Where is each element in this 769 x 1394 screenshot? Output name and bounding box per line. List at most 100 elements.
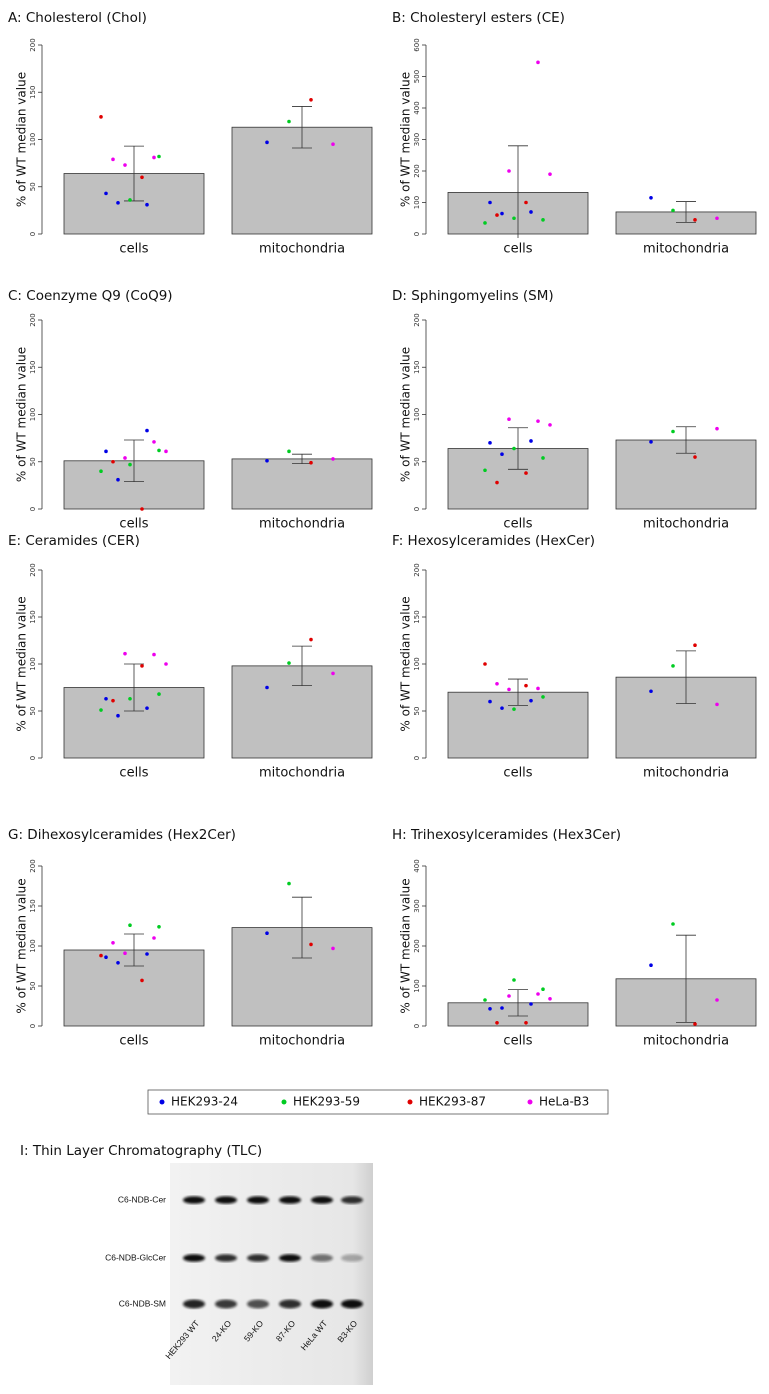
data-point xyxy=(309,942,313,947)
data-point xyxy=(145,952,149,956)
bar xyxy=(231,458,373,510)
data-point xyxy=(693,455,697,459)
data-point xyxy=(309,637,313,642)
data-point xyxy=(495,1021,499,1025)
data-point xyxy=(715,216,719,221)
data-point xyxy=(287,661,291,665)
error-bar xyxy=(292,106,312,149)
legend-label: HEK293-87 xyxy=(419,1095,486,1109)
y-axis-label: % of WT median value xyxy=(15,72,29,207)
data-point xyxy=(500,452,504,456)
tlc-spot xyxy=(183,1254,205,1262)
y-tick-label: 500 xyxy=(413,70,421,83)
error-bar xyxy=(124,439,144,482)
data-point xyxy=(495,213,499,217)
y-tick-label: 150 xyxy=(29,899,37,912)
y-tick-label: 100 xyxy=(413,979,421,992)
data-point xyxy=(331,946,335,951)
data-point xyxy=(512,978,516,982)
data-point xyxy=(164,662,168,666)
data-point xyxy=(649,195,653,200)
data-point xyxy=(111,698,115,703)
tlc-spot xyxy=(215,1254,237,1262)
y-tick-label: 50 xyxy=(29,707,37,716)
data-point xyxy=(483,662,487,666)
data-point xyxy=(649,963,653,967)
data-point xyxy=(287,449,291,454)
data-point xyxy=(524,471,528,475)
error-bar xyxy=(124,933,144,967)
data-point xyxy=(140,175,144,180)
y-tick-label: 300 xyxy=(413,133,421,146)
data-point xyxy=(116,961,120,965)
data-point xyxy=(331,457,335,461)
y-axis-label: % of WT median value xyxy=(399,878,413,1013)
y-tick-label: 100 xyxy=(413,657,421,670)
data-point xyxy=(495,681,499,686)
y-tick-label: 0 xyxy=(413,507,421,511)
y-tick-label: 200 xyxy=(29,859,37,872)
data-point xyxy=(507,994,511,998)
y-axis-label: % of WT median value xyxy=(15,596,29,731)
data-point xyxy=(265,931,269,935)
data-point xyxy=(152,936,156,940)
data-point xyxy=(145,428,149,433)
x-tick-label: mitochondria xyxy=(643,517,729,532)
legend-marker xyxy=(527,1099,533,1105)
data-point xyxy=(99,953,103,958)
data-point xyxy=(99,469,103,474)
chart-title: H: Trihexosylceramides (Hex3Cer) xyxy=(392,827,621,843)
y-tick-label: 600 xyxy=(413,38,421,51)
tlc-spot xyxy=(341,1196,363,1204)
x-tick-label: mitochondria xyxy=(643,242,729,257)
legend-label: HEK293-24 xyxy=(171,1095,238,1109)
chart-title: D: Sphingomyelins (SM) xyxy=(392,288,554,304)
legend-label: HEK293-59 xyxy=(293,1095,360,1109)
error-bar xyxy=(676,650,696,704)
error-bar xyxy=(292,896,312,959)
data-point xyxy=(123,651,127,656)
error-bar xyxy=(508,678,528,706)
y-tick-label: 100 xyxy=(29,657,37,670)
data-point xyxy=(693,1022,697,1026)
data-point xyxy=(483,998,487,1002)
data-point xyxy=(331,671,335,676)
band-label: C6-NDB-GlcCer xyxy=(105,1252,166,1262)
x-tick-label: cells xyxy=(119,517,148,532)
error-bar xyxy=(676,426,696,454)
data-point xyxy=(548,997,552,1001)
data-point xyxy=(99,115,103,119)
data-point xyxy=(265,140,269,145)
tlc-spot xyxy=(279,1196,301,1204)
tlc-spot xyxy=(247,1299,269,1309)
tlc-spot xyxy=(311,1196,333,1204)
data-point xyxy=(536,686,540,691)
legend-label: HeLa-B3 xyxy=(539,1095,589,1109)
x-tick-label: mitochondria xyxy=(259,517,345,532)
x-tick-label: cells xyxy=(503,766,532,781)
data-point xyxy=(152,652,156,657)
y-axis-label: % of WT median value xyxy=(399,596,413,731)
y-tick-label: 150 xyxy=(413,361,421,374)
y-axis-label: % of WT median value xyxy=(15,347,29,482)
data-point xyxy=(145,202,149,207)
data-point xyxy=(507,169,511,173)
data-point xyxy=(128,923,132,927)
y-tick-label: 150 xyxy=(29,610,37,623)
data-point xyxy=(529,1002,533,1006)
data-point xyxy=(693,643,697,647)
error-bar xyxy=(676,934,696,1023)
data-point xyxy=(152,440,156,444)
data-point xyxy=(104,191,108,196)
data-point xyxy=(164,449,168,454)
tlc-spot xyxy=(215,1196,237,1204)
x-tick-label: mitochondria xyxy=(259,242,345,257)
data-point xyxy=(671,664,675,668)
x-tick-label: cells xyxy=(503,1034,532,1049)
data-point xyxy=(309,98,313,102)
data-point xyxy=(123,456,127,460)
data-point xyxy=(715,702,719,707)
y-tick-label: 200 xyxy=(413,164,421,177)
x-tick-label: cells xyxy=(119,1034,148,1049)
